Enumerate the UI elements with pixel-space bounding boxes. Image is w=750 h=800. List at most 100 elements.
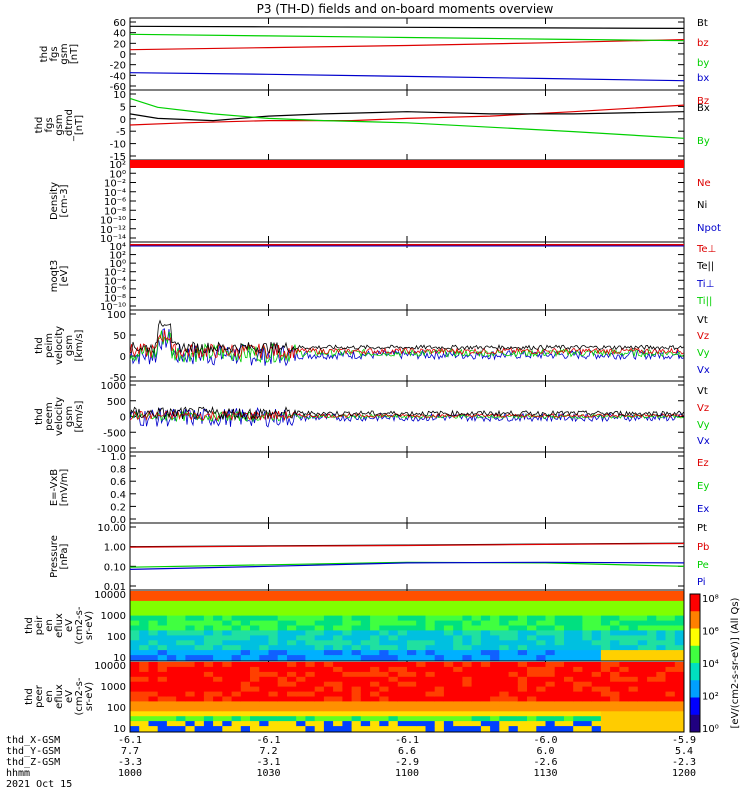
spectrogram-cell — [656, 711, 666, 717]
spectrogram-cell — [564, 591, 574, 597]
y-tick-label: 0 — [120, 413, 126, 424]
spectrogram-cell — [259, 696, 269, 702]
spectrogram-cell — [443, 625, 454, 631]
spectrogram-cell — [610, 696, 620, 702]
spectrogram-cell — [277, 630, 288, 636]
spectrogram-cell — [351, 666, 362, 673]
spectrogram-cell — [453, 600, 463, 607]
spectrogram-cell — [674, 681, 685, 688]
spectrogram-cell — [545, 620, 556, 626]
spectrogram-cell — [434, 610, 445, 617]
spectrogram-cell — [425, 595, 436, 602]
spectrogram-cell — [370, 721, 380, 727]
spectrogram-cell — [637, 635, 648, 641]
spectrogram-cell — [194, 600, 205, 607]
spectrogram-cell — [351, 605, 362, 612]
spectrogram-cell — [213, 662, 223, 668]
spectrogram-cell — [425, 640, 436, 646]
spectrogram-cell — [471, 615, 482, 621]
spectrogram-cell — [443, 615, 454, 621]
spectrogram-cell — [647, 625, 657, 631]
spectrogram-cell — [425, 615, 436, 621]
colorbar-segment — [690, 718, 700, 723]
spectrogram-cell — [139, 666, 149, 673]
spectrogram-cell — [407, 595, 417, 602]
spectrogram-cell — [342, 681, 353, 688]
spectrogram-cell — [130, 655, 140, 661]
spectrogram-cell — [203, 671, 214, 678]
spectrogram-cell — [434, 645, 445, 651]
y-tick-label: 10⁴ — [109, 242, 126, 253]
spectrogram-cell — [268, 716, 279, 722]
spectrogram-cell — [222, 625, 232, 631]
spectrogram-cell — [259, 630, 269, 636]
spectrogram-cell — [148, 701, 159, 707]
spectrogram-cell — [130, 726, 140, 732]
spectrogram-cell — [573, 655, 583, 661]
spectrogram-cell — [407, 671, 417, 678]
spectrogram-cell — [573, 726, 583, 732]
spectrogram-cell — [323, 640, 334, 646]
spectrogram-cell — [407, 610, 417, 617]
spectrogram-cell — [351, 610, 362, 617]
spectrogram-cell — [471, 650, 482, 656]
spectrogram-cell — [600, 676, 611, 683]
spectrogram-cell — [564, 666, 574, 673]
legend-pressure-0: Pt — [697, 523, 707, 534]
panel-electron_velocity: thd peem velocity gsm [km/s]10005000-500-100… — [34, 380, 710, 455]
ephemeris-value: 1000 — [118, 768, 142, 779]
spectrogram-cell — [656, 635, 666, 641]
spectrogram-cell — [342, 676, 353, 683]
spectrogram-cell — [619, 691, 630, 697]
spectrogram-cell — [647, 605, 657, 612]
y-tick-label: 10.00 — [97, 523, 126, 534]
spectrogram-cell — [342, 605, 353, 612]
spectrogram-cell — [231, 591, 242, 597]
spectrogram-cell — [628, 625, 639, 631]
spectrogram-cell — [582, 645, 593, 651]
spectrogram-cell — [185, 696, 196, 702]
spectrogram-cell — [619, 676, 630, 683]
spectrogram-cell — [490, 676, 500, 683]
legend-electron_velocity-3: Vx — [697, 436, 710, 447]
spectrogram-cell — [443, 721, 454, 727]
spectrogram-cell — [564, 655, 574, 661]
spectrogram-cell — [342, 595, 353, 602]
spectrogram-cell — [453, 635, 463, 641]
legend-pressure-1: Pb — [697, 542, 709, 553]
spectrogram-cell — [517, 691, 528, 697]
spectrogram-cell — [564, 681, 574, 688]
spectrogram-cell — [305, 686, 316, 692]
spectrogram-cell — [314, 630, 325, 636]
spectrogram-cell — [397, 655, 408, 661]
spectrogram-cell — [268, 645, 279, 651]
spectrogram-cell — [434, 676, 445, 683]
spectrogram-cell — [333, 716, 343, 722]
spectrogram-cell — [591, 630, 602, 636]
spectrogram-cell — [268, 721, 279, 727]
legend-efield-1: Ey — [697, 481, 709, 492]
spectrogram-cell — [610, 610, 620, 617]
spectrogram-cell — [305, 716, 316, 722]
spectrogram-cell — [416, 666, 426, 673]
spectrogram-cell — [240, 620, 251, 626]
spectrogram-cell — [194, 726, 205, 732]
spectrogram-cell — [222, 615, 232, 621]
spectrogram-cell — [305, 666, 316, 673]
spectrogram-cell — [656, 615, 666, 621]
ephemeris-value: 1130 — [533, 768, 557, 779]
y-tick-label: -15 — [110, 152, 126, 163]
spectrogram-cell — [619, 645, 630, 651]
spectrogram-cell — [222, 691, 232, 697]
spectrogram-cell — [342, 610, 353, 617]
spectrogram-cell — [637, 591, 648, 597]
colorbar-segment — [690, 635, 700, 640]
spectrogram-cell — [397, 645, 408, 651]
spectrogram-cell — [277, 625, 288, 631]
spectrogram-cell — [453, 676, 463, 683]
colorbar-segment — [690, 697, 700, 702]
spectrogram-cell — [582, 620, 593, 626]
spectrogram-cell — [314, 691, 325, 697]
spectrogram-cell — [166, 662, 177, 668]
spectrogram-cell — [277, 662, 288, 668]
